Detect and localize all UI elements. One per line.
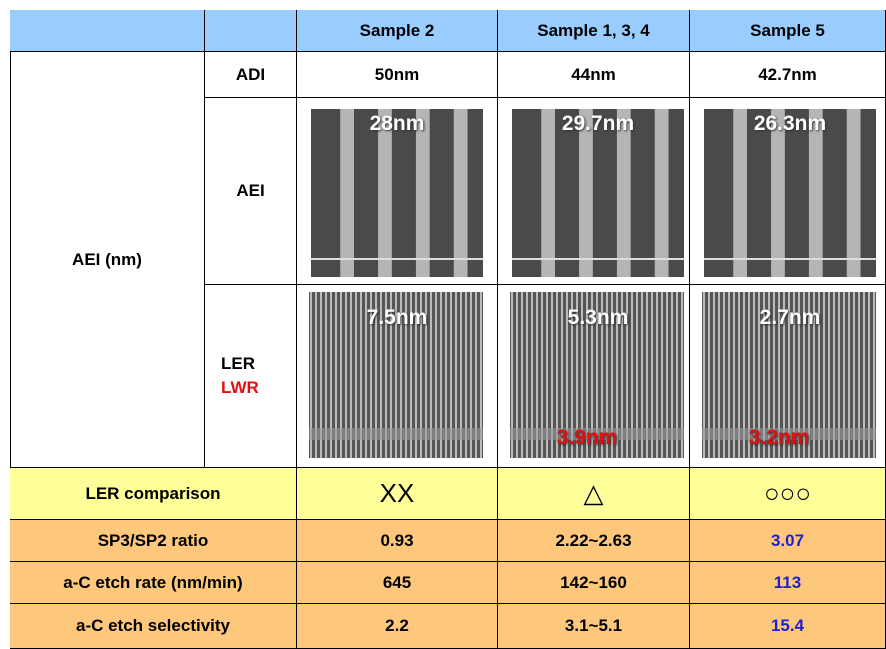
header-blank <box>10 10 205 52</box>
page: Sample 2Sample 1, 3, 4Sample 5 AEI (nm)AD… <box>0 0 886 649</box>
row-value: 142~160 <box>498 562 690 604</box>
row-value: XX <box>297 468 498 520</box>
row-label: a-C etch selectivity <box>10 604 297 649</box>
ler-value: 7.5nm <box>311 306 483 330</box>
row-value: ○○○ <box>690 468 886 520</box>
row-value: 2.2 <box>297 604 498 649</box>
row-label: SP3/SP2 ratio <box>10 520 297 562</box>
row-value: 645 <box>297 562 498 604</box>
ler-label: LER <box>221 354 255 374</box>
lwr-value: 3.2nm <box>704 426 854 450</box>
adi-value: 50nm <box>297 52 498 98</box>
row-value: 0.93 <box>297 520 498 562</box>
lwr-label: LWR <box>221 378 259 398</box>
row-value: △ <box>498 468 690 520</box>
adi-value: 42.7nm <box>690 52 886 98</box>
header-cell: Sample 1, 3, 4 <box>498 10 690 52</box>
group-label: AEI (nm) <box>10 52 205 468</box>
row-value: 3.1~5.1 <box>498 604 690 649</box>
lwr-value: 3.9nm <box>512 426 662 450</box>
row-value: 2.22~2.63 <box>498 520 690 562</box>
aei-cd: 29.7nm <box>512 112 684 136</box>
adi-value: 44nm <box>498 52 690 98</box>
row-value: 113 <box>690 562 886 604</box>
header-blank <box>205 10 297 52</box>
row-label: LER comparison <box>10 468 297 520</box>
ler-value: 2.7nm <box>704 306 876 330</box>
ler-value: 5.3nm <box>512 306 684 330</box>
header-cell: Sample 2 <box>297 10 498 52</box>
row-label: AEI <box>205 98 297 285</box>
row-label: ADI <box>205 52 297 98</box>
header-cell: Sample 5 <box>690 10 886 52</box>
row-value: 15.4 <box>690 604 886 649</box>
row-label: a-C etch rate (nm/min) <box>10 562 297 604</box>
row-label: LER LWR <box>205 285 297 468</box>
aei-cd: 28nm <box>311 112 483 136</box>
row-value: 3.07 <box>690 520 886 562</box>
aei-cd: 26.3nm <box>704 112 876 136</box>
